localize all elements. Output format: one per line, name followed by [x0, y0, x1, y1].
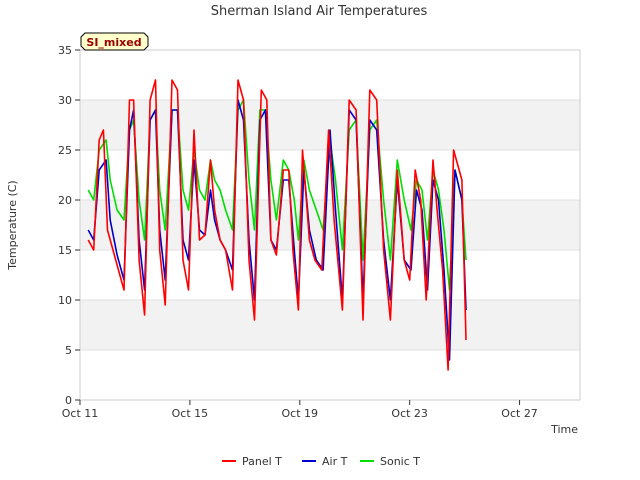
x-tick-label: Oct 15	[172, 407, 209, 420]
y-tick-label: 35	[58, 44, 72, 57]
x-tick-label: Oct 11	[62, 407, 99, 420]
y-tick-label: 20	[58, 194, 72, 207]
chart-title: Sherman Island Air Temperatures	[211, 4, 428, 19]
grid-band	[80, 300, 580, 350]
series-line-panel-t	[87, 79, 467, 371]
y-tick-label: 10	[58, 294, 72, 307]
x-axis-ticks: Oct 11 Oct 15 Oct 19 Oct 23 Oct 27	[62, 400, 538, 420]
x-tick-label: Oct 23	[391, 407, 428, 420]
x-tick-label: Oct 19	[282, 407, 319, 420]
legend-label: Air T	[322, 455, 348, 468]
x-tick-label: Oct 27	[501, 407, 538, 420]
site-label-box: SI_mixed	[80, 32, 149, 51]
y-tick-label: 0	[65, 394, 72, 407]
y-tick-label: 25	[58, 144, 72, 157]
legend: Panel T Air T Sonic T	[222, 455, 420, 468]
y-tick-label: 15	[58, 244, 72, 257]
series-lines	[87, 79, 467, 371]
legend-label: Sonic T	[380, 455, 420, 468]
y-axis-label: Temperature (C)	[6, 180, 19, 270]
site-label: SI_mixed	[86, 36, 141, 49]
x-axis-label: Time	[550, 423, 578, 436]
y-axis-ticks: 0 5 10 15 20 25 30 35	[58, 44, 80, 407]
legend-label: Panel T	[242, 455, 282, 468]
y-tick-label: 30	[58, 94, 72, 107]
grid-band	[80, 200, 580, 250]
y-tick-label: 5	[65, 344, 72, 357]
plot-frame	[79, 49, 581, 401]
